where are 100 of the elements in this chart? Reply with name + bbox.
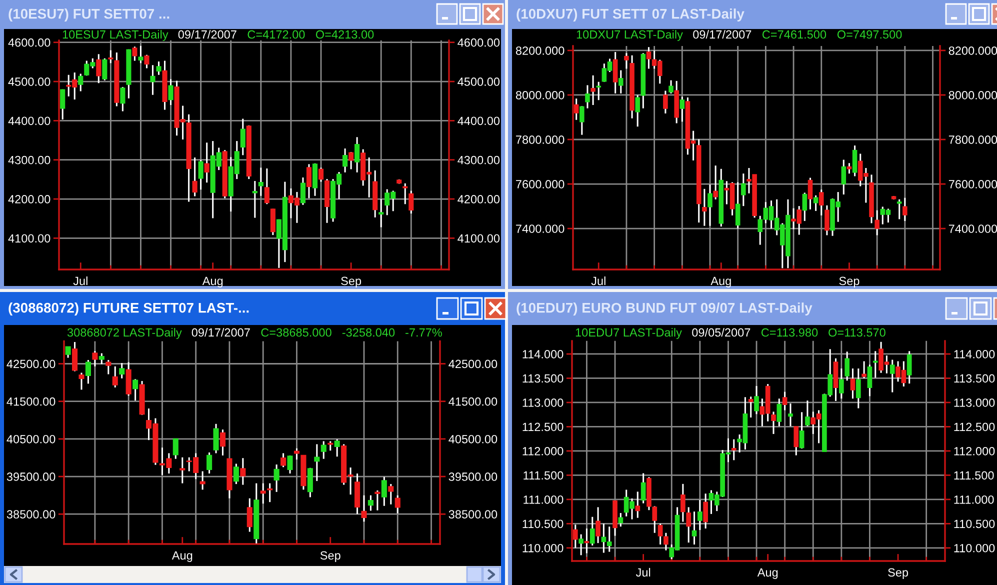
candlestick [680, 483, 686, 522]
x-tick-label: Sep [341, 276, 362, 288]
candlestick [78, 372, 84, 390]
y-tick-label: 114.000 [522, 350, 564, 358]
candlestick [312, 162, 318, 197]
candlestick [867, 364, 872, 397]
y-tick-label: 111.500 [524, 471, 564, 480]
candlestick [618, 512, 624, 528]
text: O=113.570 [828, 328, 886, 337]
candlestick [246, 498, 252, 533]
candlestick [204, 142, 210, 184]
y-tick-label: 41500.00 [6, 397, 56, 406]
candlestick [802, 192, 808, 222]
candlestick [680, 96, 685, 122]
candlestick [758, 215, 763, 246]
text: C=38685.000 [261, 328, 332, 337]
candlestick [596, 506, 600, 544]
candlestick [808, 177, 813, 210]
y2-tick-label: 4500.00 [458, 78, 500, 86]
y-tick-label: 38500.00 [6, 510, 56, 519]
candlestick [735, 181, 740, 230]
y-tick-label: 113.500 [522, 374, 564, 383]
candlestick [635, 94, 640, 128]
candlestick [267, 482, 273, 503]
x-tick-label: Jul [591, 276, 606, 286]
candlestick [824, 204, 830, 236]
candlestick [663, 90, 668, 114]
candlestick [156, 60, 162, 76]
candlestick [78, 72, 84, 92]
candlestick [703, 492, 708, 530]
candlestick [585, 84, 590, 110]
y2-tick-label: 4200.00 [458, 195, 500, 204]
candlestick [168, 78, 174, 106]
text: 09/17/2007 [693, 30, 752, 39]
candlestick [258, 166, 264, 197]
y-tick-label: 110.000 [522, 544, 564, 552]
x-tick-label: Sep [320, 551, 340, 562]
y2-tick-label: 110.000 [954, 544, 995, 552]
candlestick [590, 74, 596, 106]
candlestick [280, 452, 286, 468]
y2-tick-label: 112.000 [954, 446, 995, 456]
candlestick [394, 494, 400, 514]
candlestick [348, 151, 354, 170]
candlestick [612, 51, 618, 94]
candlestick [906, 350, 912, 384]
candlestick [805, 400, 810, 427]
candlestick [874, 210, 880, 236]
candlestick [856, 368, 861, 410]
x-tick-label: Aug [202, 276, 223, 288]
y2-tick-label: 4600.00 [458, 38, 500, 47]
text: -3258.040 [342, 328, 395, 337]
candlestick [776, 398, 782, 427]
candlestick [381, 476, 387, 507]
candlestick [361, 494, 367, 522]
candlestick [850, 368, 856, 400]
text: C=113.980 [761, 328, 818, 337]
y-tick-label: 112.000 [522, 446, 564, 456]
y2-tick-label: 8000.000 [948, 91, 997, 100]
x-tick-label: Aug [710, 276, 731, 288]
candlestick [233, 462, 239, 485]
chart-title: (10EDU7) EURO BUND FUT 09/07 LAST-Daily [516, 302, 812, 316]
candlestick [741, 172, 746, 207]
y-tick-label: 111.000 [524, 495, 564, 504]
y2-tick-label: 112.500 [954, 422, 995, 432]
candlestick [713, 164, 718, 200]
y2-tick-label: 38500.00 [448, 510, 498, 519]
candlestick [580, 105, 584, 136]
candlestick [378, 198, 384, 228]
x-tick-label: Aug [172, 551, 192, 562]
text: 09/05/2007 [692, 328, 750, 337]
candlestick [132, 46, 138, 62]
annotation: 10ESU7 LAST-Daily [62, 30, 168, 41]
y-tick-label: 8000.000 [516, 91, 564, 100]
candlestick [618, 70, 624, 94]
candlestick [646, 46, 652, 70]
candlestick [640, 472, 646, 504]
y2-tick-label: 113.000 [954, 398, 995, 407]
candlestick [98, 352, 104, 365]
candlestick [368, 494, 374, 512]
y2-tick-label: 110.500 [954, 520, 995, 528]
candlestick [794, 426, 799, 456]
candlestick [852, 144, 858, 177]
x-tick-label: Sep [839, 276, 860, 288]
candlestick [872, 350, 878, 379]
candlestick [192, 156, 198, 198]
candlestick [198, 159, 204, 190]
candlestick [72, 341, 78, 372]
y2-tick-label: 113.500 [954, 374, 995, 383]
x-tick-label: Sep [888, 568, 908, 579]
text: 10DXU7 LAST-Daily [576, 30, 683, 41]
candlestick [590, 516, 595, 546]
candlestick [635, 490, 640, 519]
candlestick [328, 440, 334, 452]
candlestick [274, 464, 280, 493]
candlestick [287, 454, 293, 474]
y2-tick-label: 42500.00 [448, 360, 498, 368]
y-tick-label: 42500.00 [6, 360, 56, 368]
candlestick [144, 54, 150, 69]
candlestick [120, 86, 126, 112]
candlestick [300, 176, 306, 206]
